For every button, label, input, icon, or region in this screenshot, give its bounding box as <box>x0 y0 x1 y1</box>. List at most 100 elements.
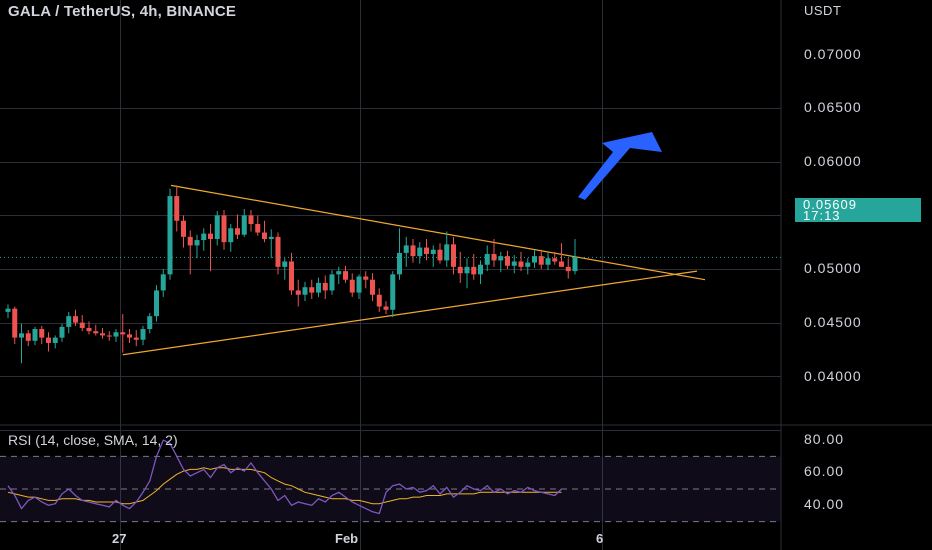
candle-body <box>133 337 139 340</box>
candle-body <box>316 282 321 293</box>
triangle-upper-line <box>170 184 706 281</box>
candle-body <box>282 261 288 267</box>
chart-grid <box>0 0 781 550</box>
candle-body <box>390 274 396 310</box>
candle-body <box>120 332 126 335</box>
candle-body <box>478 264 483 275</box>
candle-body <box>498 256 504 261</box>
candle-body <box>457 266 463 274</box>
rsi-tick: 80.00 <box>804 431 845 447</box>
candle-body <box>187 236 193 246</box>
candle-body <box>181 220 186 237</box>
candle-body <box>275 236 281 267</box>
candle-body <box>437 249 443 261</box>
candle-body <box>410 245 416 257</box>
candle-body <box>39 329 45 338</box>
triangle-lower-line <box>122 270 698 356</box>
candle-body <box>525 262 531 267</box>
candle-body <box>208 233 213 239</box>
candle-body <box>235 228 240 235</box>
price-tick: 0.06500 <box>804 99 862 115</box>
candle-body <box>140 329 146 340</box>
candle-body <box>565 266 571 272</box>
candle-body <box>309 287 315 293</box>
candle-body <box>73 316 78 323</box>
candle-body <box>113 332 119 337</box>
candle-body <box>147 316 153 330</box>
candle-body <box>201 233 207 241</box>
price-tick: 0.04000 <box>804 368 862 384</box>
candle-body <box>255 223 261 233</box>
candle-body <box>552 258 558 262</box>
candle-body <box>505 256 510 266</box>
candle-body <box>79 322 85 328</box>
candle-body <box>322 282 328 291</box>
triangle-pattern <box>122 184 706 356</box>
candle-body <box>100 333 105 336</box>
time-axis-label: 27 <box>112 531 127 546</box>
symbol-title: GALA / TetherUS, 4h, BINANCE <box>8 3 237 20</box>
candle-body <box>25 333 31 341</box>
price-tick: 0.07000 <box>804 46 862 62</box>
candle-body <box>417 247 423 257</box>
candle-body <box>451 244 456 267</box>
rsi-tick: 60.00 <box>804 463 845 479</box>
candle-body <box>444 244 450 261</box>
candle-body <box>356 276 362 293</box>
candle-body <box>518 261 524 267</box>
candle-body <box>262 232 267 239</box>
candle-body <box>302 287 308 295</box>
rsi-line <box>7 439 562 515</box>
candle-body <box>194 240 200 246</box>
candle-body <box>268 236 274 239</box>
last-price-badge: 0.05609 17:13 <box>795 198 921 222</box>
candle-body <box>511 261 517 266</box>
candle-body <box>484 253 490 265</box>
candle-body <box>289 261 294 291</box>
candle-body <box>221 215 227 243</box>
candle-body <box>86 327 92 332</box>
candle-body <box>295 290 301 295</box>
candle-body <box>559 261 564 267</box>
candle-body <box>545 258 551 265</box>
candle-body <box>19 333 24 338</box>
candle-body <box>160 274 166 291</box>
price-tick: 0.06000 <box>804 153 862 169</box>
candle-body <box>167 196 173 275</box>
candle-body <box>491 253 497 261</box>
candle-body <box>106 335 112 337</box>
rsi-ma-line <box>7 467 562 505</box>
bar-countdown: 17:13 <box>803 208 841 223</box>
price-tick: 0.04500 <box>804 314 862 330</box>
candle-body <box>228 228 234 243</box>
candle-body <box>214 215 220 239</box>
arrow-up-icon <box>578 132 662 200</box>
candle-body <box>343 271 348 280</box>
candle-body <box>174 196 180 221</box>
candle-body <box>336 271 342 275</box>
candle-body <box>430 249 436 254</box>
last-price-value: 0.05609 <box>803 197 857 212</box>
candle-body <box>370 279 375 295</box>
candle-body <box>241 215 247 235</box>
time-axis-label: Feb <box>335 531 359 546</box>
candle-body <box>572 257 578 272</box>
candle-body <box>154 290 159 317</box>
candle-body <box>383 306 389 310</box>
candle-body <box>376 294 382 307</box>
price-scale-unit: USDT <box>804 3 842 18</box>
candle-body <box>248 215 254 224</box>
candle-body <box>471 266 477 275</box>
candle-body <box>59 326 65 338</box>
candle-body <box>403 245 409 253</box>
candle-body <box>363 276 369 280</box>
candlestick-series <box>5 185 578 364</box>
candle-body <box>532 256 537 263</box>
candle-body <box>93 331 99 334</box>
candle-body <box>538 256 544 265</box>
candle-body <box>127 334 132 338</box>
rsi-title: RSI (14, close, SMA, 14, 2) <box>8 432 178 448</box>
candle-body <box>349 279 355 293</box>
candle-body <box>5 308 11 312</box>
